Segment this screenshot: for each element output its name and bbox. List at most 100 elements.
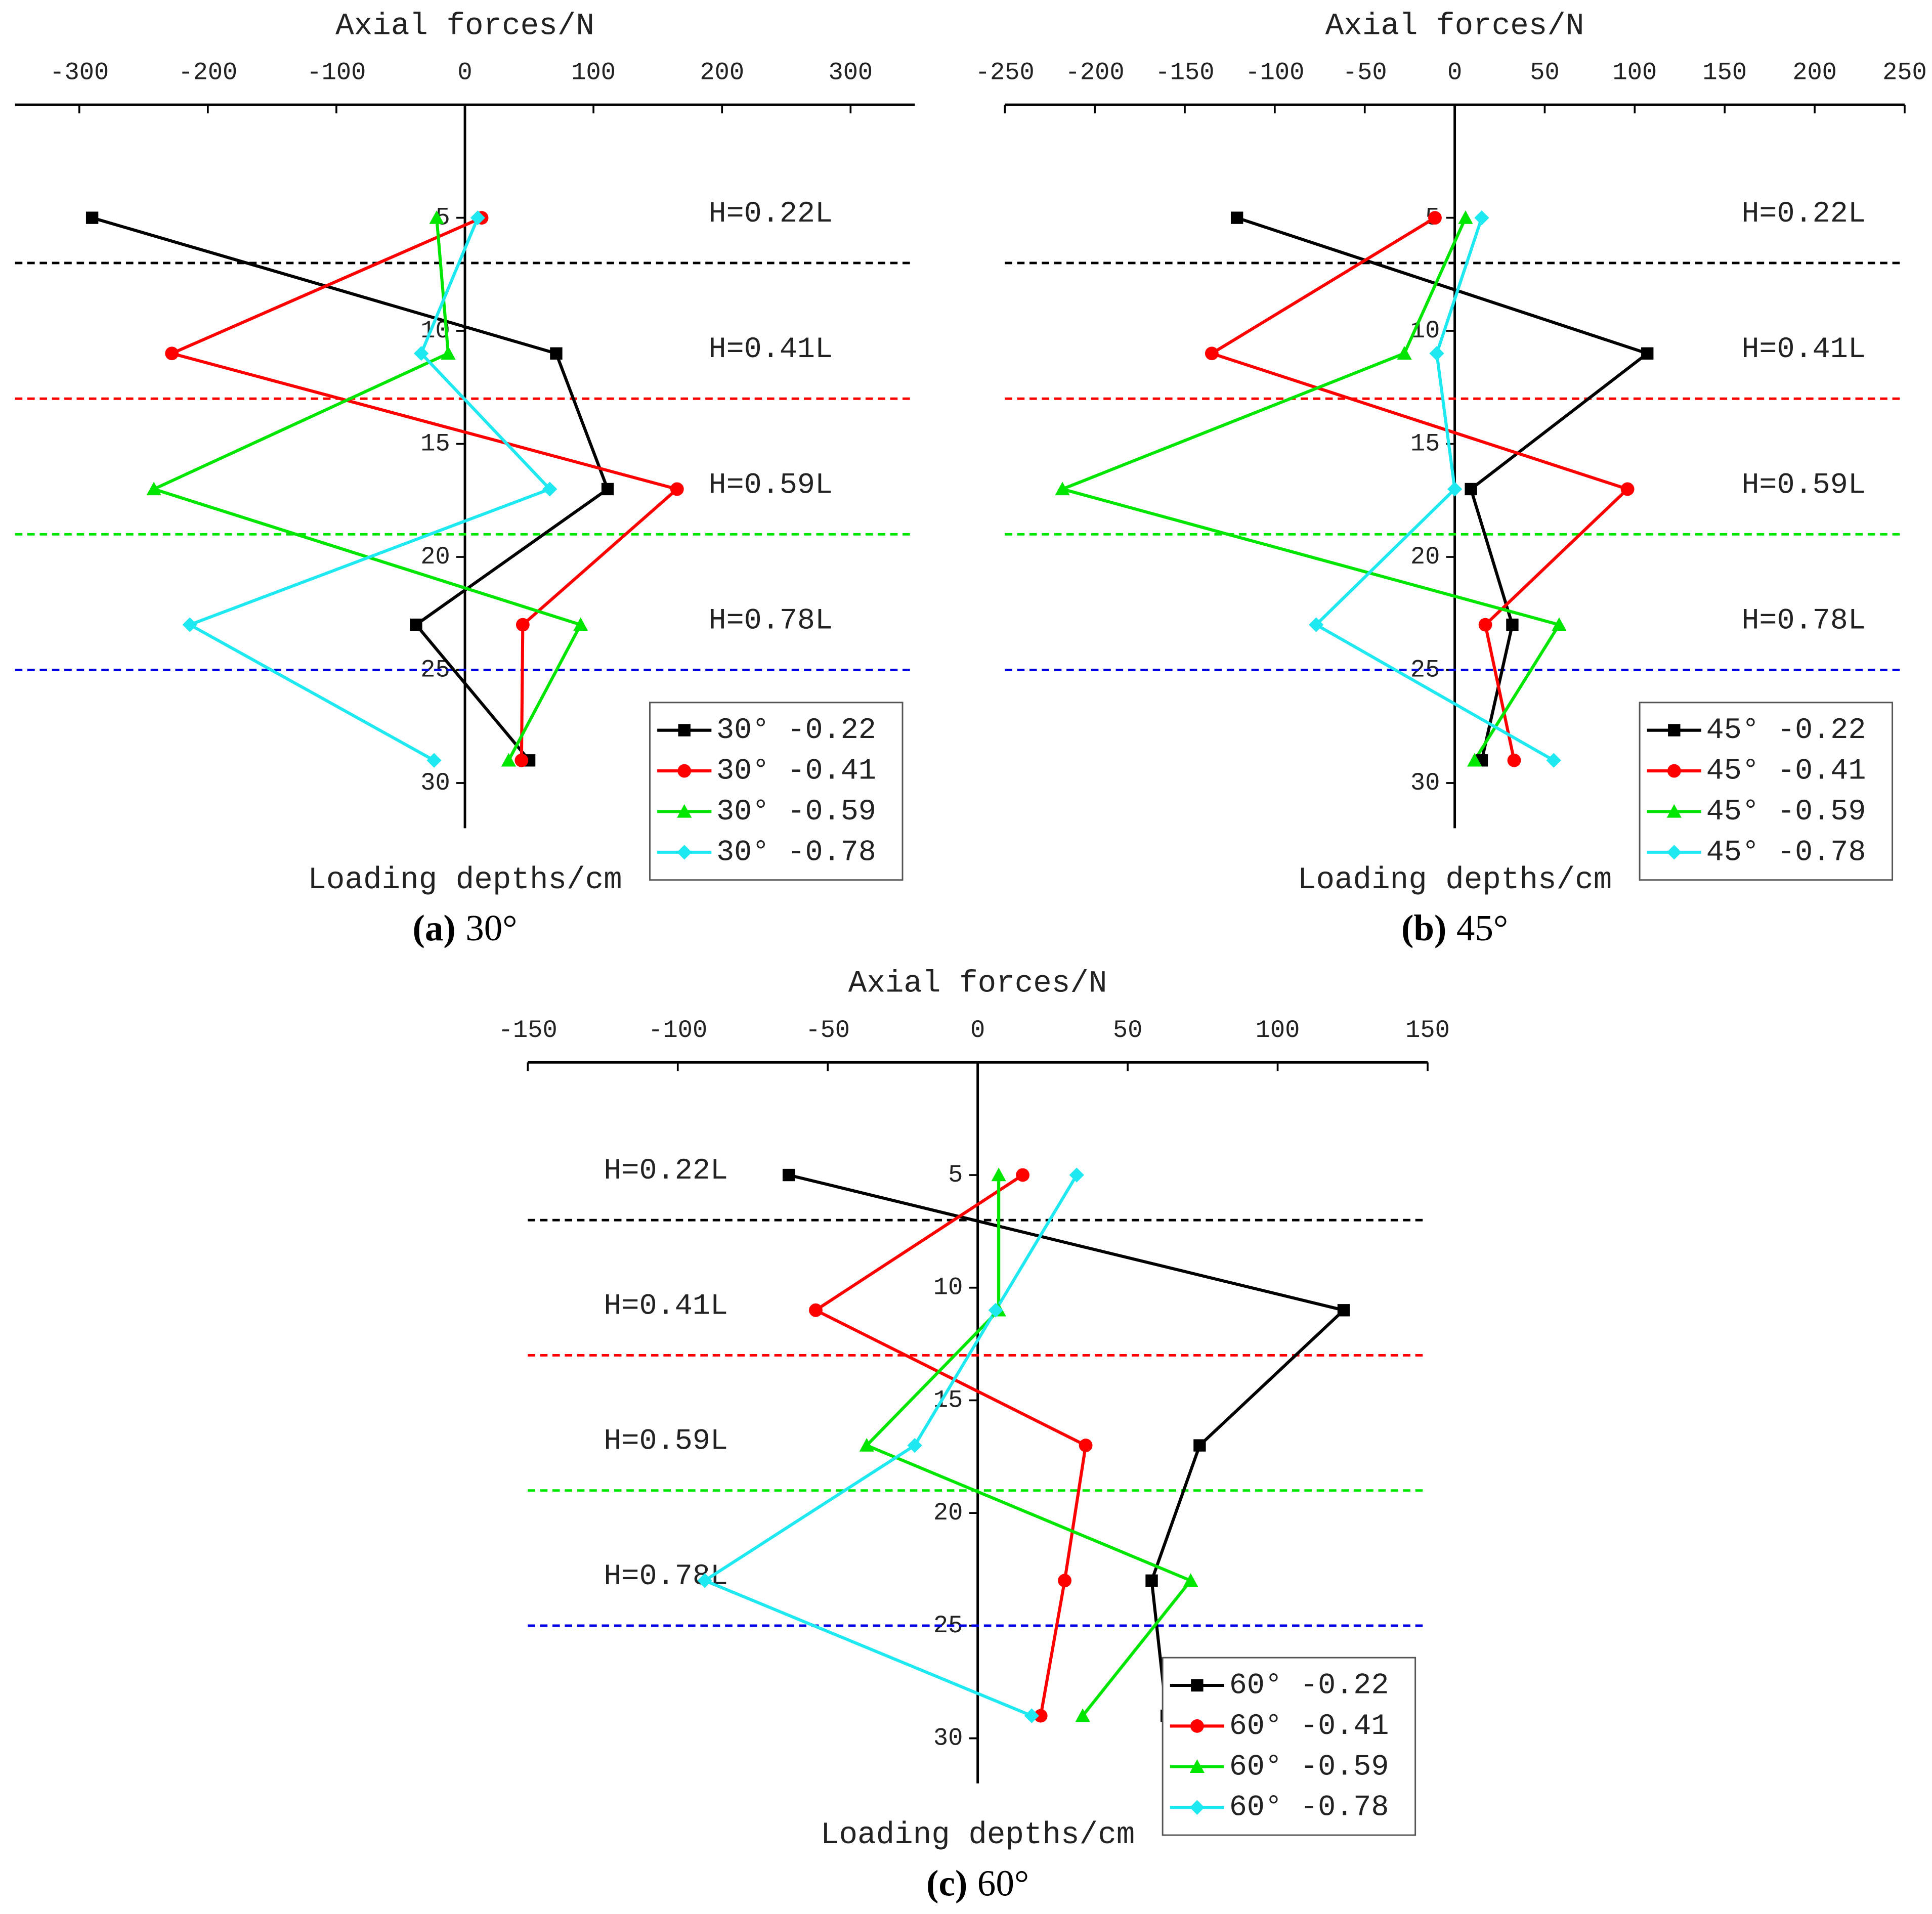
marker bbox=[426, 753, 442, 768]
legend-label: 60° -0.41 bbox=[1229, 1709, 1389, 1743]
marker bbox=[146, 482, 161, 496]
legend-label: 60° -0.59 bbox=[1229, 1750, 1389, 1784]
legend-label: 45° -0.22 bbox=[1706, 713, 1866, 747]
marker bbox=[429, 210, 444, 224]
y-tick-label: 30 bbox=[933, 1724, 963, 1753]
series-line bbox=[788, 1173, 1347, 1716]
caption-label: (a) bbox=[413, 907, 456, 948]
marker bbox=[1075, 1708, 1090, 1722]
x-tick-label: 0 bbox=[1447, 59, 1462, 87]
marker bbox=[1546, 753, 1561, 768]
marker bbox=[1055, 482, 1070, 496]
marker bbox=[410, 618, 422, 631]
reference-label: H=0.41L bbox=[708, 332, 833, 366]
marker bbox=[988, 1302, 1003, 1318]
x-tick-label: 0 bbox=[457, 59, 472, 87]
x-tick-label: -200 bbox=[1065, 59, 1125, 87]
marker bbox=[1506, 618, 1519, 631]
reference-label: H=0.78L bbox=[708, 603, 833, 637]
series-line bbox=[701, 1174, 1078, 1717]
marker bbox=[441, 346, 456, 360]
x-axis-title: Axial forces/N bbox=[335, 9, 594, 44]
x-tick-label: -150 bbox=[498, 1016, 557, 1045]
marker bbox=[1467, 753, 1482, 767]
marker bbox=[1397, 346, 1412, 360]
marker bbox=[1428, 211, 1442, 225]
x-tick-label: -200 bbox=[178, 59, 237, 87]
x-tick-label: 100 bbox=[1612, 59, 1657, 87]
x-tick-label: -50 bbox=[1343, 59, 1387, 87]
marker bbox=[1205, 346, 1219, 361]
y-axis-title: Loading depths/cm bbox=[821, 1818, 1135, 1853]
y-tick-label: 20 bbox=[1410, 543, 1440, 571]
x-tick-label: 50 bbox=[1113, 1016, 1142, 1045]
legend-marker bbox=[1668, 724, 1681, 736]
y-tick-label: 30 bbox=[1410, 769, 1440, 797]
caption: (c) 60° bbox=[926, 1862, 1029, 1903]
x-tick-label: -100 bbox=[648, 1016, 707, 1045]
legend-marker bbox=[1666, 845, 1682, 860]
marker bbox=[516, 618, 530, 632]
marker bbox=[1079, 1439, 1093, 1452]
legend-label: 45° -0.78 bbox=[1706, 835, 1866, 869]
marker bbox=[782, 1168, 795, 1182]
caption-label: (b) bbox=[1401, 907, 1446, 948]
marker bbox=[1183, 1573, 1198, 1587]
x-tick-label: -250 bbox=[975, 59, 1035, 87]
reference-label: H=0.59L bbox=[1741, 468, 1866, 502]
y-tick-label: 30 bbox=[420, 769, 450, 797]
marker bbox=[1429, 346, 1444, 361]
y-tick-label: 15 bbox=[420, 429, 450, 458]
series-line bbox=[92, 216, 610, 762]
legend-marker bbox=[1190, 1719, 1204, 1733]
marker bbox=[1230, 211, 1243, 224]
x-tick-label: 150 bbox=[1405, 1016, 1450, 1045]
x-tick-label: 0 bbox=[970, 1016, 985, 1045]
marker bbox=[1507, 753, 1521, 767]
reference-label: H=0.22L bbox=[708, 197, 833, 231]
marker bbox=[859, 1438, 874, 1452]
marker bbox=[1458, 210, 1473, 224]
legend-label: 30° -0.41 bbox=[716, 754, 876, 788]
legend-marker bbox=[677, 804, 692, 818]
legend-label: 45° -0.59 bbox=[1706, 795, 1866, 829]
legend-marker bbox=[1667, 764, 1681, 778]
caption: (b) 45° bbox=[1401, 907, 1508, 948]
y-axis-title: Loading depths/cm bbox=[308, 863, 622, 898]
marker bbox=[1145, 1574, 1158, 1587]
marker bbox=[907, 1438, 922, 1453]
x-axis-title: Axial forces/N bbox=[848, 966, 1107, 1001]
marker bbox=[1620, 482, 1635, 496]
legend-label: 60° -0.22 bbox=[1229, 1668, 1389, 1702]
marker bbox=[1016, 1168, 1029, 1182]
reference-label: H=0.41L bbox=[1741, 332, 1866, 366]
caption: (a) 30° bbox=[413, 907, 518, 948]
marker bbox=[1474, 210, 1489, 226]
marker bbox=[1478, 618, 1492, 632]
y-axis-title: Loading depths/cm bbox=[1298, 863, 1612, 898]
legend-marker bbox=[1189, 1759, 1205, 1773]
reference-label: H=0.22L bbox=[1741, 197, 1866, 231]
legend-label: 45° -0.41 bbox=[1706, 754, 1866, 788]
y-tick-label: 20 bbox=[420, 543, 450, 571]
x-tick-label: -100 bbox=[307, 59, 366, 87]
marker bbox=[1447, 482, 1463, 497]
x-tick-label: 200 bbox=[1792, 59, 1837, 87]
marker bbox=[1034, 1709, 1048, 1723]
caption-text: 60° bbox=[977, 1862, 1029, 1903]
legend-label: 30° -0.78 bbox=[716, 835, 876, 869]
y-tick-label: 10 bbox=[933, 1274, 963, 1302]
marker bbox=[670, 482, 684, 496]
marker bbox=[165, 346, 179, 361]
marker bbox=[601, 483, 614, 496]
caption-text: 30° bbox=[465, 907, 517, 948]
legend-marker bbox=[1666, 804, 1682, 818]
x-axis-title: Axial forces/N bbox=[1325, 9, 1584, 44]
marker bbox=[573, 617, 588, 631]
marker bbox=[514, 753, 529, 767]
x-tick-label: -100 bbox=[1245, 59, 1304, 87]
reference-label: H=0.59L bbox=[708, 468, 833, 502]
marker bbox=[991, 1167, 1006, 1182]
y-tick-label: 20 bbox=[933, 1499, 963, 1527]
y-tick-label: 15 bbox=[1410, 429, 1440, 458]
